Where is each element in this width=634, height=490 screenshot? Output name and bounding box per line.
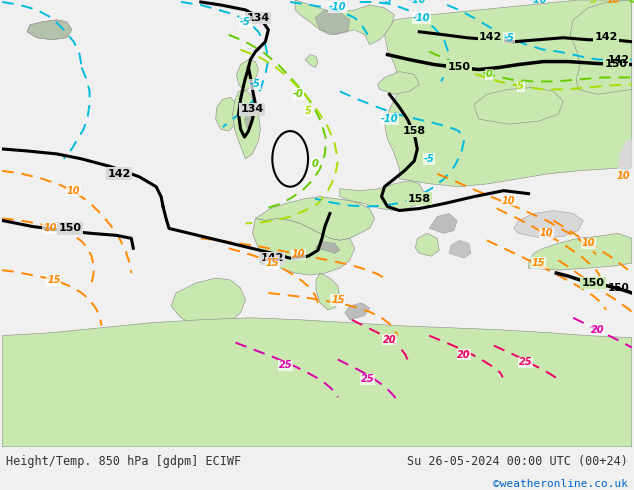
Polygon shape xyxy=(245,111,254,129)
Text: 142: 142 xyxy=(479,32,503,42)
Text: Height/Temp. 850 hPa [gdpm] ECIWF: Height/Temp. 850 hPa [gdpm] ECIWF xyxy=(6,456,242,468)
Text: -5: -5 xyxy=(382,0,393,5)
Polygon shape xyxy=(171,278,245,328)
Polygon shape xyxy=(27,20,72,40)
Polygon shape xyxy=(385,0,632,187)
Text: 0: 0 xyxy=(486,70,492,79)
Text: 142: 142 xyxy=(595,32,618,42)
Text: 134: 134 xyxy=(247,13,270,23)
Polygon shape xyxy=(233,89,261,159)
Text: -10: -10 xyxy=(329,2,347,12)
Polygon shape xyxy=(340,181,424,211)
Text: -10: -10 xyxy=(529,0,547,5)
Text: 20: 20 xyxy=(457,349,470,360)
Text: 150: 150 xyxy=(605,59,628,69)
Text: 150: 150 xyxy=(581,278,605,288)
Text: ©weatheronline.co.uk: ©weatheronline.co.uk xyxy=(493,479,628,489)
Text: 150: 150 xyxy=(58,223,81,233)
Text: 158: 158 xyxy=(403,126,426,136)
Text: 15: 15 xyxy=(266,258,279,268)
Text: 5: 5 xyxy=(517,81,524,92)
Text: 20: 20 xyxy=(383,335,396,344)
Polygon shape xyxy=(529,233,632,270)
Text: 10: 10 xyxy=(43,223,56,233)
Text: 0: 0 xyxy=(629,0,634,5)
Polygon shape xyxy=(618,139,632,171)
Text: -5: -5 xyxy=(240,17,251,27)
Polygon shape xyxy=(216,98,238,131)
Polygon shape xyxy=(474,87,563,124)
Text: -10: -10 xyxy=(381,114,398,124)
Text: 5: 5 xyxy=(305,106,311,116)
Text: 10: 10 xyxy=(581,238,595,248)
Text: 142: 142 xyxy=(108,169,131,179)
Text: 158: 158 xyxy=(408,194,431,204)
Text: 10: 10 xyxy=(616,171,630,181)
Polygon shape xyxy=(305,54,318,68)
Polygon shape xyxy=(415,233,439,256)
Text: 10: 10 xyxy=(540,228,553,238)
Polygon shape xyxy=(429,214,457,233)
Polygon shape xyxy=(252,219,355,275)
Text: 20: 20 xyxy=(592,325,605,335)
Text: 0: 0 xyxy=(312,159,318,169)
Text: 150: 150 xyxy=(608,283,630,293)
Text: 10: 10 xyxy=(67,186,81,196)
Text: 10: 10 xyxy=(606,0,619,5)
Polygon shape xyxy=(514,211,583,238)
Text: 142: 142 xyxy=(261,253,284,263)
Polygon shape xyxy=(345,303,370,320)
Polygon shape xyxy=(449,240,471,258)
Text: Su 26-05-2024 00:00 UTC (00+24): Su 26-05-2024 00:00 UTC (00+24) xyxy=(407,456,628,468)
Text: 15: 15 xyxy=(47,275,61,285)
Polygon shape xyxy=(316,273,340,310)
Text: 25: 25 xyxy=(519,358,533,368)
Polygon shape xyxy=(27,20,72,40)
Polygon shape xyxy=(315,10,350,35)
Text: 15: 15 xyxy=(532,258,545,268)
Text: 10: 10 xyxy=(292,249,305,259)
Text: 25: 25 xyxy=(361,374,375,384)
Polygon shape xyxy=(256,196,375,240)
Text: 10: 10 xyxy=(502,196,515,206)
Polygon shape xyxy=(570,0,632,95)
Text: 25: 25 xyxy=(278,361,292,370)
Text: 142: 142 xyxy=(608,54,630,65)
Text: -5: -5 xyxy=(503,33,514,43)
Text: -5: -5 xyxy=(250,79,261,89)
Text: -5: -5 xyxy=(424,154,434,164)
Polygon shape xyxy=(378,72,419,95)
Polygon shape xyxy=(315,241,340,253)
Polygon shape xyxy=(2,318,632,447)
Text: 5: 5 xyxy=(590,0,597,5)
Polygon shape xyxy=(236,60,259,91)
Polygon shape xyxy=(295,0,394,45)
Text: -0: -0 xyxy=(293,89,304,99)
Text: 134: 134 xyxy=(241,104,264,114)
Text: -10: -10 xyxy=(413,13,430,23)
Text: -10: -10 xyxy=(408,0,426,5)
Text: 150: 150 xyxy=(448,62,470,72)
Text: 15: 15 xyxy=(331,295,345,305)
